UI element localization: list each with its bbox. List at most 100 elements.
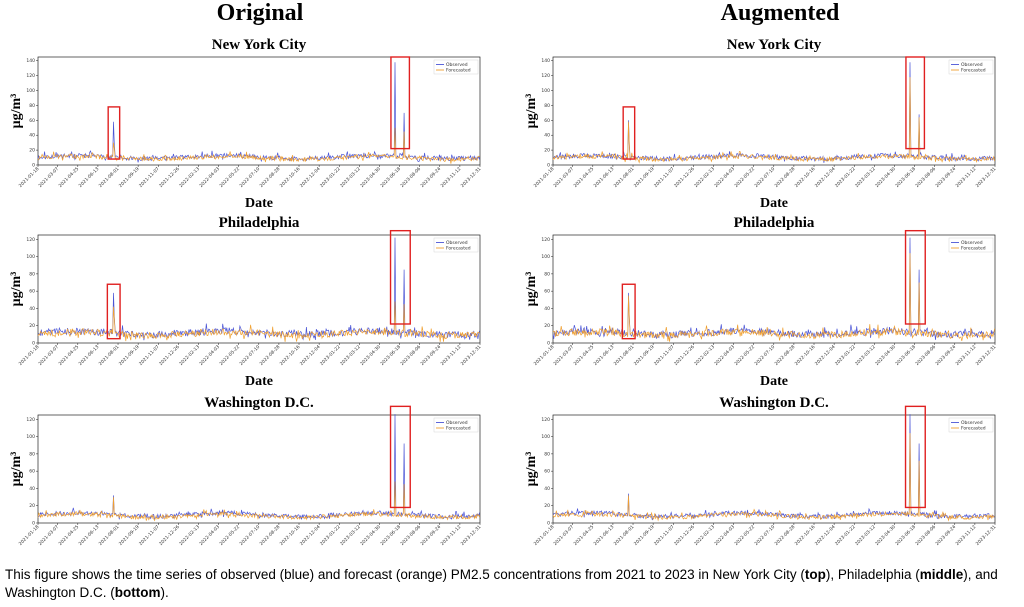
y-tick-label: 60 (29, 289, 35, 295)
x-tick-label: 2021-03-07 (37, 166, 60, 189)
x-tick-label: 2022-12-04 (814, 166, 837, 189)
x-tick-label: 2021-06-13 (593, 166, 616, 189)
x-tick-label: 2022-08-28 (259, 166, 282, 189)
highlight-box (621, 283, 636, 340)
x-tick-label: 2023-06-18 (894, 344, 917, 367)
legend-box (433, 417, 479, 433)
x-tick-label: 2023-11-12 (440, 166, 463, 189)
legend-label: Forecasted (961, 68, 986, 74)
y-tick-label: 80 (544, 103, 550, 109)
x-tick-label: 2022-08-28 (774, 524, 797, 547)
x-tick-label: 2022-12-04 (814, 344, 837, 367)
highlight-box (107, 106, 121, 160)
column-title-augmented: Augmented (720, 0, 840, 26)
chart-svg: Philadelphiaμg/m³0204060801001202021-01-… (9, 215, 483, 389)
chart-title: Washington D.C. (204, 395, 314, 411)
y-tick-label: 60 (544, 469, 550, 475)
x-tick-label: 2022-05-22 (218, 524, 241, 547)
chart-panel-washington-augmented: Washington D.C. μg/m³ 0 20 40 60 80 100 120 2021-… (515, 393, 1024, 568)
x-tick-label: 2021-06-13 (78, 344, 101, 367)
x-tick-label: 2023-04-30 (874, 344, 897, 367)
x-tick-label: 2022-04-03 (713, 524, 736, 547)
x-tick-label: 2021-08-01 (613, 524, 636, 547)
x-tick-label: 2022-08-28 (259, 524, 282, 547)
x-tick-label: 2022-10-16 (279, 524, 302, 547)
x-tick-label: 2023-09-24 (934, 524, 957, 547)
chart-svg: Philadelphiaμg/m³0204060801001202021-01-… (524, 215, 998, 389)
x-tick-label: 2021-09-19 (633, 166, 656, 189)
x-tick-label: 2021-12-26 (158, 524, 181, 547)
legend-label: Observed (961, 420, 983, 426)
chart-panel-philadelphia-augmented: Philadelphia μg/m³ 0 20 40 60 80 100 120 2021-01-… (515, 213, 1024, 389)
x-tick-label: 2023-11-12 (955, 524, 978, 547)
legend-box (948, 237, 994, 253)
x-tick-label: 2021-03-07 (552, 524, 575, 547)
x-tick-label: 2022-05-22 (733, 166, 756, 189)
x-tick-label: 2023-01-22 (319, 524, 342, 547)
x-tick-label: 2021-11-07 (653, 524, 676, 547)
x-tick-label: 2023-08-06 (914, 166, 937, 189)
x-tick-label: 2022-10-16 (794, 344, 817, 367)
series-line-observed (552, 414, 995, 521)
x-tick-label: 2023-12-31 (460, 344, 483, 367)
x-tick-label: 2021-06-13 (593, 524, 616, 547)
x-tick-label: 2023-12-31 (460, 166, 483, 189)
x-tick-label: 2023-12-31 (975, 524, 998, 547)
series-line-forecasted (552, 253, 995, 342)
x-tick-label: 2023-11-12 (440, 344, 463, 367)
y-tick-label: 100 (541, 88, 550, 94)
x-tick-label: 2022-04-03 (713, 344, 736, 367)
y-tick-label: 20 (544, 503, 550, 509)
x-tick-label: 2023-04-30 (874, 524, 897, 547)
y-tick-label: 40 (544, 133, 550, 139)
chart-svg: New York City μg/m³ 0 20 40 60 80 100 120 140 2021… (524, 37, 998, 211)
y-tick-label: 40 (29, 486, 35, 492)
x-tick-label: 2022-07-10 (238, 166, 261, 189)
x-tick-label: 2021-04-25 (572, 344, 595, 367)
x-tick-label: 2021-04-25 (572, 166, 595, 189)
x-axis-label: Date (245, 374, 273, 389)
y-tick-label: 20 (29, 323, 35, 329)
x-tick-label: 2022-05-22 (218, 166, 241, 189)
x-tick-label: 2023-09-24 (419, 166, 442, 189)
x-tick-label: 2021-11-07 (138, 524, 161, 547)
legend-label: Observed (961, 62, 983, 68)
chart-title: New York City (212, 37, 307, 53)
x-tick-label: 2023-11-12 (440, 524, 463, 547)
plot-frame (37, 414, 481, 524)
x-tick-label: 2023-03-12 (339, 166, 362, 189)
x-tick-label: 2022-04-03 (713, 166, 736, 189)
x-tick-label: 2022-05-22 (218, 344, 241, 367)
highlight-box (390, 56, 411, 150)
y-tick-label: 40 (544, 306, 550, 312)
y-tick-label: 120 (541, 73, 550, 79)
x-tick-label: 2021-03-07 (552, 344, 575, 367)
x-tick-label: 2021-06-13 (593, 344, 616, 367)
x-tick-label: 2021-09-19 (633, 344, 656, 367)
y-tick-label: 60 (544, 118, 550, 124)
x-tick-label: 2022-10-16 (794, 166, 817, 189)
x-tick-label: 2023-09-24 (419, 344, 442, 367)
x-tick-label: 2023-08-06 (399, 524, 422, 547)
x-tick-label: 2023-12-31 (460, 524, 483, 547)
highlight-box (904, 405, 926, 509)
x-tick-label: 2021-11-07 (138, 344, 161, 367)
y-tick-label: 20 (29, 148, 35, 154)
x-tick-label: 2022-02-13 (693, 524, 716, 547)
y-tick-label: 100 (26, 254, 35, 260)
x-tick-label: 2023-04-30 (359, 524, 382, 547)
x-tick-label: 2023-09-24 (419, 524, 442, 547)
series-line-observed (552, 237, 995, 340)
legend-label: Observed (446, 240, 468, 246)
x-tick-label: 2022-04-03 (198, 166, 221, 189)
x-tick-label: 2021-03-07 (37, 344, 60, 367)
y-tick-label: 40 (29, 133, 35, 139)
x-tick-label: 2023-11-12 (955, 166, 978, 189)
legend-label: Observed (446, 62, 468, 68)
x-tick-label: 2022-07-10 (753, 166, 776, 189)
x-tick-label: 2023-01-22 (834, 524, 857, 547)
x-tick-label: 2021-08-01 (613, 344, 636, 367)
x-tick-label: 2021-08-01 (98, 344, 121, 367)
chart-title: Washington D.C. (719, 395, 829, 411)
x-tick-label: 2022-02-13 (178, 524, 201, 547)
